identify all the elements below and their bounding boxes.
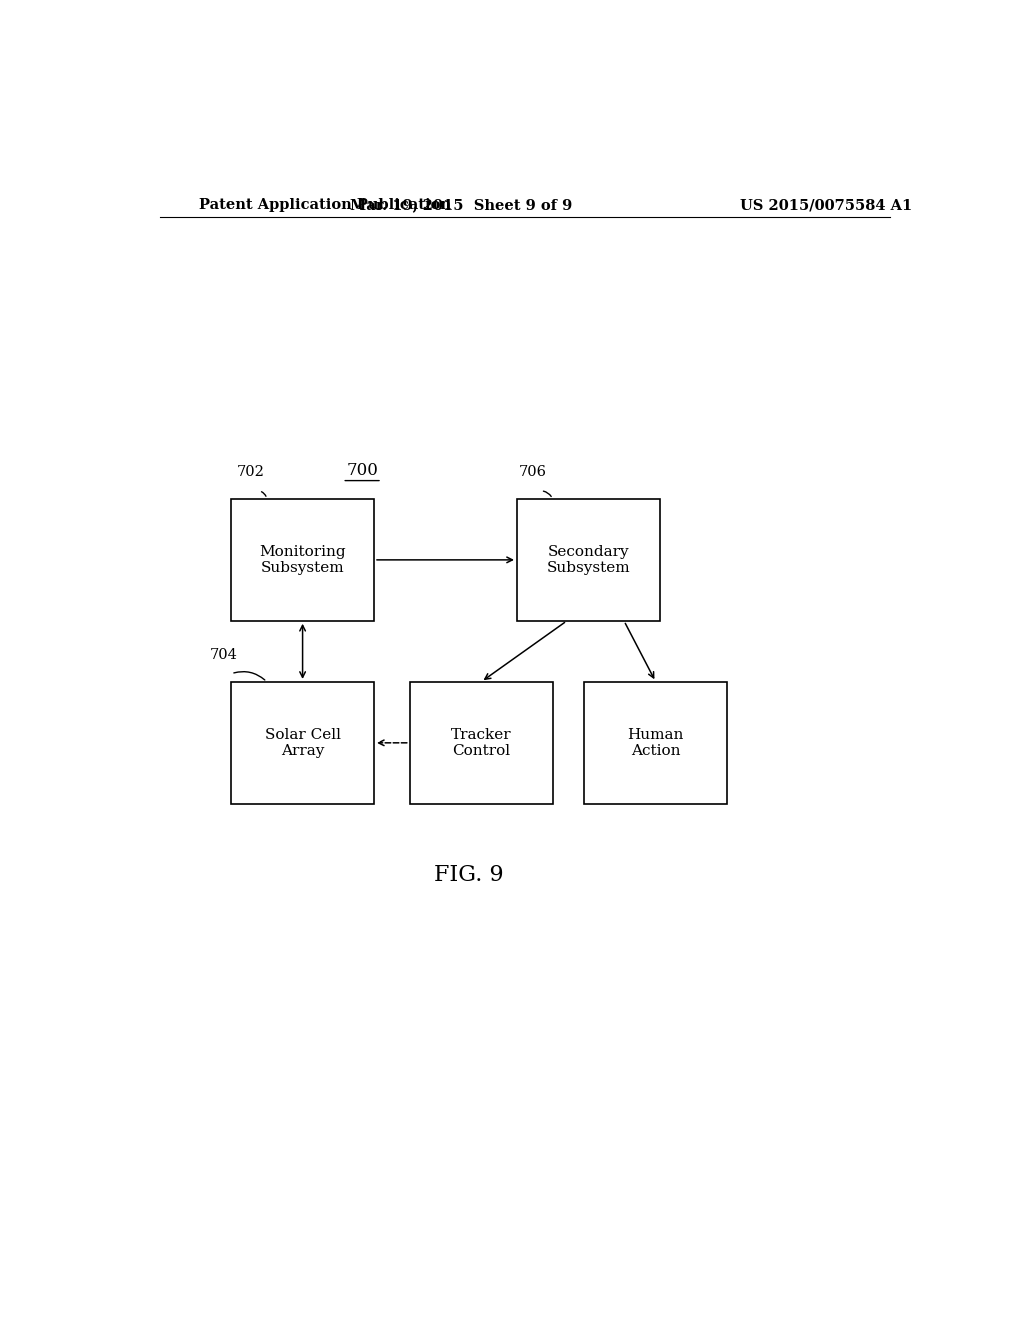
- Text: Human
Action: Human Action: [628, 727, 684, 758]
- Text: 706: 706: [519, 465, 547, 479]
- Text: US 2015/0075584 A1: US 2015/0075584 A1: [740, 198, 912, 213]
- Text: Monitoring
Subsystem: Monitoring Subsystem: [259, 545, 346, 576]
- Text: Secondary
Subsystem: Secondary Subsystem: [547, 545, 630, 576]
- FancyBboxPatch shape: [517, 499, 659, 620]
- Text: Mar. 19, 2015  Sheet 9 of 9: Mar. 19, 2015 Sheet 9 of 9: [350, 198, 572, 213]
- FancyBboxPatch shape: [410, 682, 553, 804]
- FancyBboxPatch shape: [231, 499, 374, 620]
- FancyBboxPatch shape: [585, 682, 727, 804]
- Text: 704: 704: [209, 648, 238, 661]
- Text: Tracker
Control: Tracker Control: [451, 727, 511, 758]
- Text: 700: 700: [346, 462, 378, 479]
- Text: Patent Application Publication: Patent Application Publication: [200, 198, 452, 213]
- Text: Solar Cell
Array: Solar Cell Array: [264, 727, 341, 758]
- Text: FIG. 9: FIG. 9: [434, 865, 504, 886]
- Text: 702: 702: [238, 465, 265, 479]
- FancyBboxPatch shape: [231, 682, 374, 804]
